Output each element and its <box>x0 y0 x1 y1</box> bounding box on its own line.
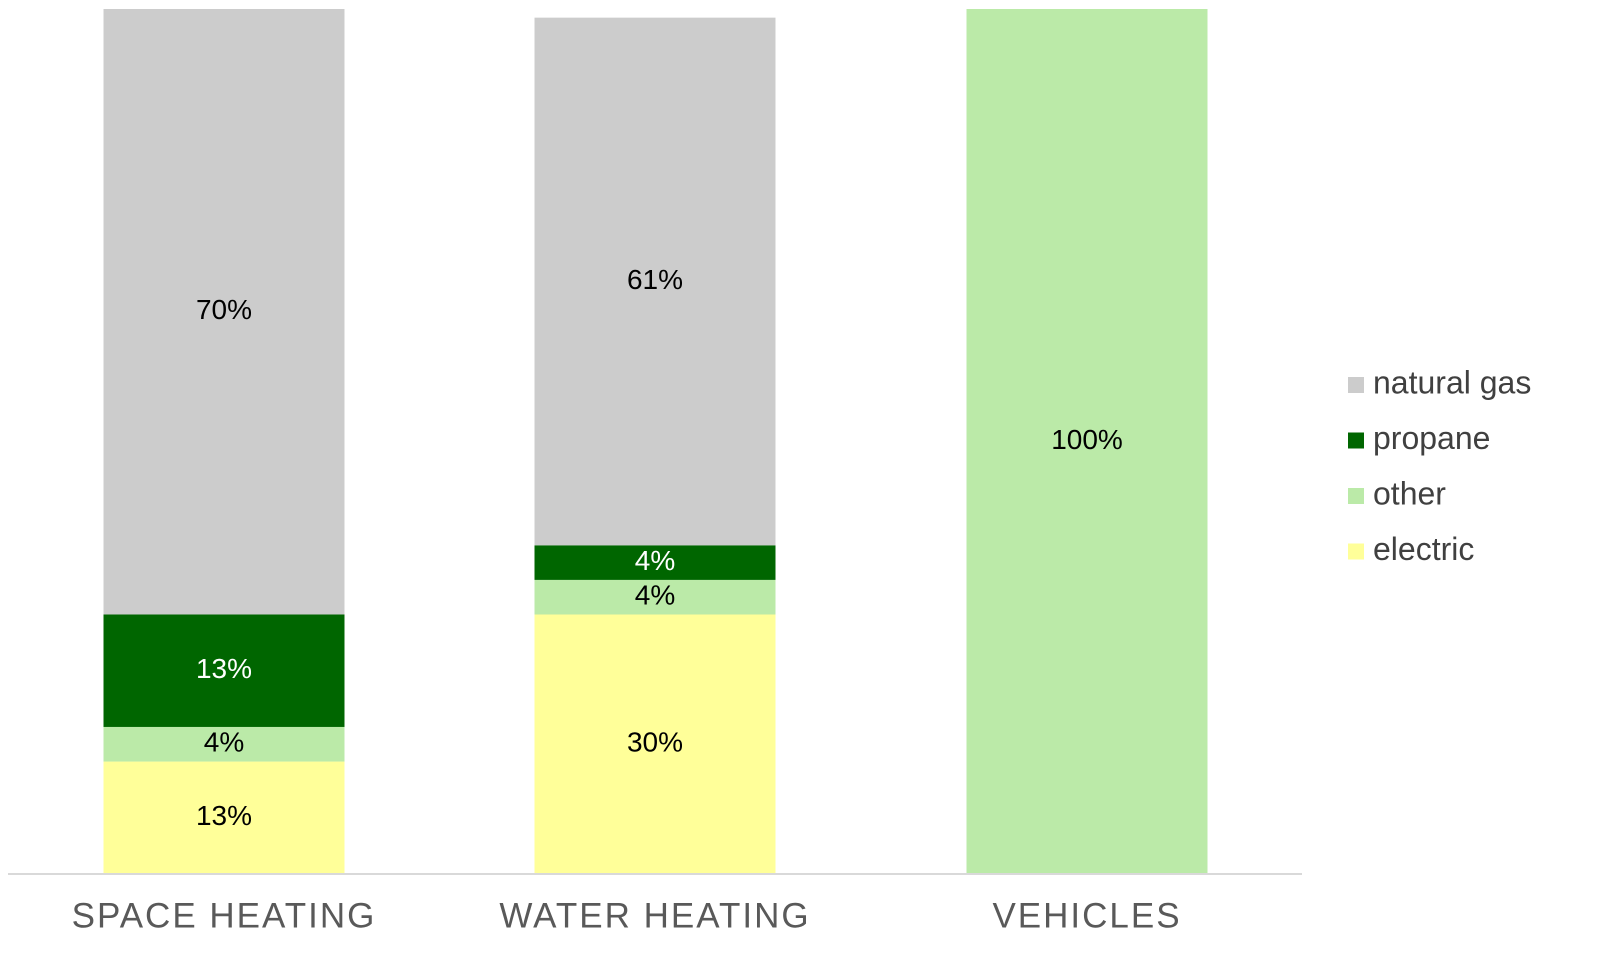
bar-segment <box>534 17 776 546</box>
data-label: 70% <box>196 294 252 325</box>
legend-swatch <box>1348 432 1364 449</box>
legend-swatch <box>1348 543 1364 560</box>
x-tick-label: VEHICLES <box>992 896 1181 935</box>
data-label: 13% <box>196 653 252 684</box>
legend-swatch <box>1348 377 1364 393</box>
bar-segment <box>534 579 776 615</box>
data-label: 61% <box>627 264 683 295</box>
bar-segment <box>966 9 1208 874</box>
data-label: 100% <box>1051 424 1123 455</box>
legend-label: electric <box>1373 531 1474 567</box>
x-tick-label: WATER HEATING <box>499 896 810 935</box>
bar-segment <box>103 614 345 727</box>
legend-label: other <box>1373 475 1446 511</box>
bar-segment <box>103 761 345 874</box>
data-label: 30% <box>627 727 683 758</box>
legend-label: propane <box>1373 420 1490 456</box>
data-label: 4% <box>635 545 675 576</box>
x-tick-label: SPACE HEATING <box>72 896 377 935</box>
legend-label: natural gas <box>1373 364 1531 400</box>
bar-segment <box>534 614 776 874</box>
bar-segment <box>103 9 345 615</box>
legend-swatch <box>1348 488 1364 504</box>
data-label: 13% <box>196 800 252 831</box>
data-label: 4% <box>204 727 244 758</box>
bar-segment <box>103 726 345 762</box>
data-label: 4% <box>635 580 675 611</box>
bar-segment <box>534 545 776 580</box>
